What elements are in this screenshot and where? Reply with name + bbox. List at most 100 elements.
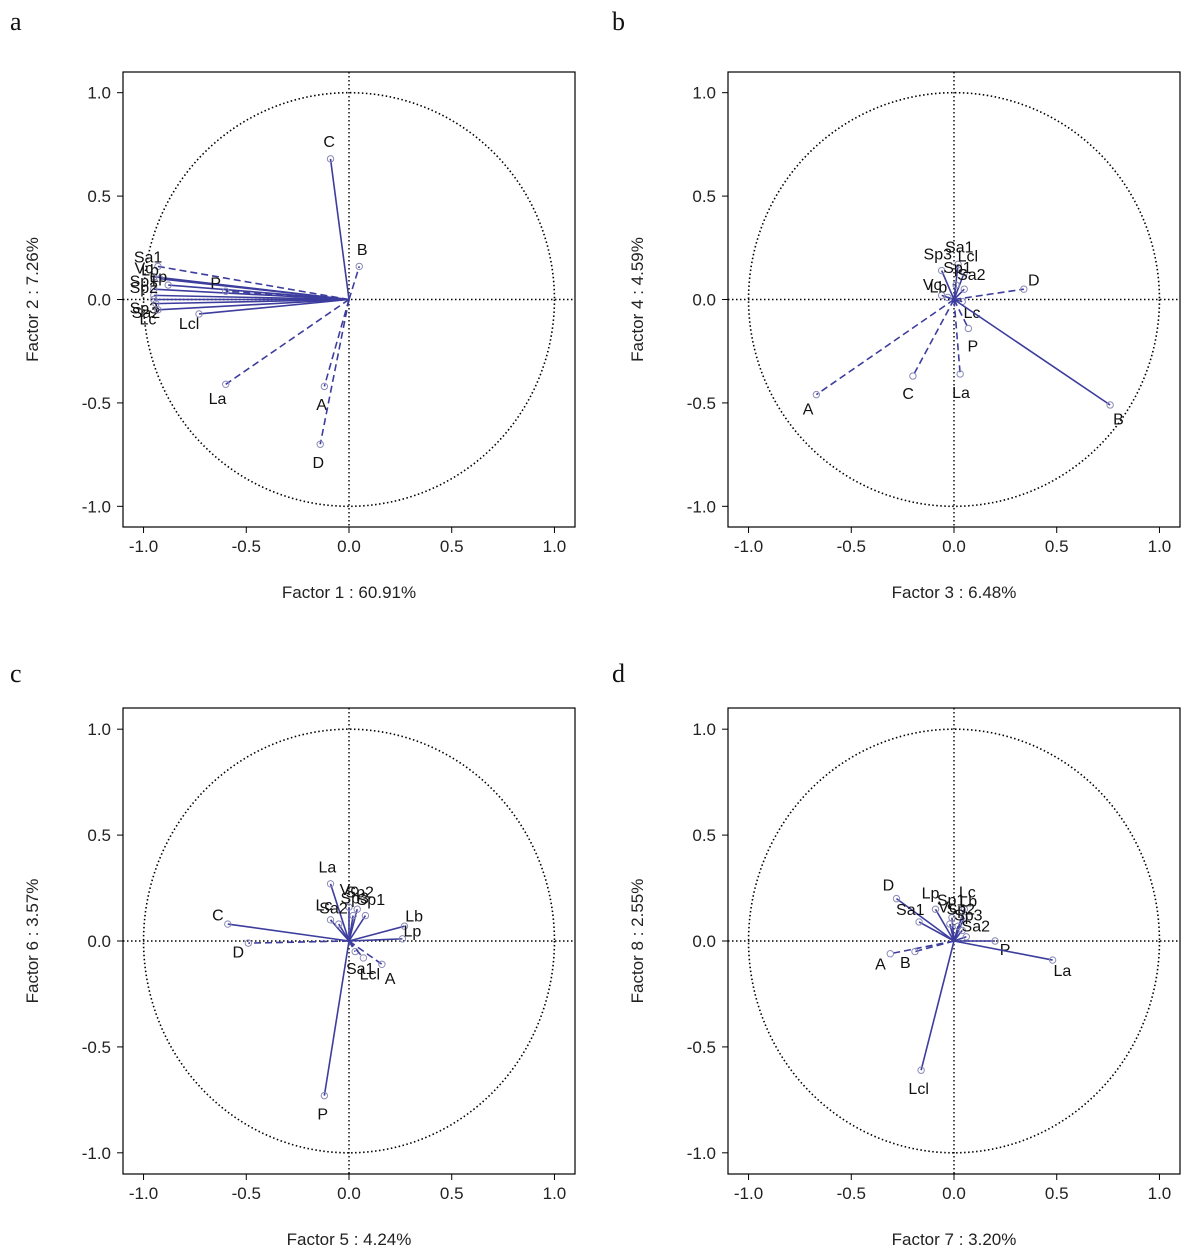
vector-marker [349,911,357,920]
vector-marker [892,894,901,903]
y-tick-label: 1.0 [692,720,716,739]
vector-label: La [952,385,970,402]
unit-circle [142,728,556,1154]
x-tick-label: -0.5 [232,1184,261,1203]
vector-line [895,897,955,942]
vector-label: Sp2 [130,280,159,297]
vector-line [157,298,350,311]
vector-marker [911,947,919,956]
vector-line [918,921,955,942]
vector-marker [960,914,968,922]
vector-line [159,278,350,301]
x-axis-label: Factor 1 : 60.91% [282,583,416,602]
vector-marker [960,268,968,277]
vector-line [329,158,350,300]
vector-line [168,284,350,301]
x-tick-label: -0.5 [837,1184,866,1203]
vector-label: Sa1 [346,961,375,978]
vector-line [225,298,350,385]
vector-label: Sa2 [319,901,348,918]
vector-line [890,940,955,955]
vector-line [319,299,350,445]
vector-line [348,266,361,300]
chart-panel-b: b -1.0 -0.5 0.0 0.5 1.0 1.0 0.5 0.0 -0.5 -1.0 Facto… [612,7,1181,602]
vector-label: Vc [135,261,154,278]
y-tick-label: 0.0 [692,932,716,951]
vector-line [934,908,955,942]
vector-label: Sp1 [130,274,159,291]
vector-marker [320,1091,329,1100]
x-tick-label: 0.0 [942,1184,966,1203]
vector-marker [400,922,409,930]
vector-label: Lp [149,269,167,286]
vector-label: Sa2 [962,919,991,936]
vector-line [914,940,955,953]
y-tick-label: -1.0 [82,1144,111,1163]
vector-line [323,940,350,1096]
vector-line [920,940,955,1071]
y-tick-label: 0.5 [87,826,111,845]
vector-label: La [209,391,227,408]
vector-line [953,940,1053,961]
vector-label: Lp [404,923,422,940]
vector-line [153,288,350,301]
vector-label: P [967,338,978,355]
vector-label: Lcl [958,248,978,265]
y-tick-label: 0.5 [692,826,716,845]
vector-marker [958,926,966,935]
vector-marker [316,440,324,448]
vector-label: La [319,859,337,876]
vector-label: B [357,242,368,259]
panel-letter: c [10,659,22,688]
y-tick-label: -0.5 [687,1038,716,1057]
vector-marker [361,911,370,920]
vector-line [155,298,350,305]
vector-marker [378,960,386,968]
vector-label: Lb [959,894,977,911]
vector-label: Sp1 [357,892,386,909]
vector-line [348,925,405,942]
vector-label: D [313,455,325,472]
vector-marker [320,382,329,391]
vector-marker [991,937,999,945]
x-tick-label: 1.0 [1148,537,1172,556]
vector-line [953,284,957,300]
y-tick-label: 0.5 [692,187,716,206]
vector-label: Sp2 [947,902,976,919]
vector-label: D [1028,273,1040,290]
vector-line [348,915,367,942]
vector-label: A [803,401,814,418]
vector-line [348,940,383,965]
x-tick-label: 1.0 [1148,1184,1172,1203]
y-axis-label: Factor 6 : 3.57% [23,879,42,1004]
vector-label: Sp1 [943,260,972,277]
y-axis-label: Factor 4 : 4.59% [628,237,647,362]
vector-line [953,298,1111,406]
vector-label: D [883,878,895,895]
vector-marker [954,260,962,269]
vector-marker [156,275,164,283]
vector-label: B [1113,412,1124,429]
vector-line [225,290,350,301]
vector-label: Lb [405,909,423,926]
vector-marker [154,262,162,271]
chart-panel-c: c -1.0 -0.5 0.0 0.5 1.0 1.0 0.5 0.0 -0.5 -1.0 Facto… [10,659,576,1249]
x-tick-label: 0.5 [1045,1184,1069,1203]
vector-marker [964,324,973,333]
x-axis-label: Factor 7 : 3.20% [892,1230,1017,1249]
x-tick-label: 0.0 [337,1184,361,1203]
vector-marker [150,295,158,304]
vector-marker [915,918,923,926]
x-tick-label: -1.0 [734,537,763,556]
x-axis-label: Factor 5 : 4.24% [287,1230,412,1249]
vector-marker [224,920,232,928]
vector-label: C [323,134,335,151]
x-tick-label: 1.0 [543,1184,567,1203]
unit-circle [142,91,556,508]
vector-line [348,938,403,942]
vector-marker [937,266,946,275]
vector-line [323,299,350,387]
x-tick-label: 0.0 [942,537,966,556]
vector-marker [326,880,335,888]
vector-label: P [210,276,221,293]
